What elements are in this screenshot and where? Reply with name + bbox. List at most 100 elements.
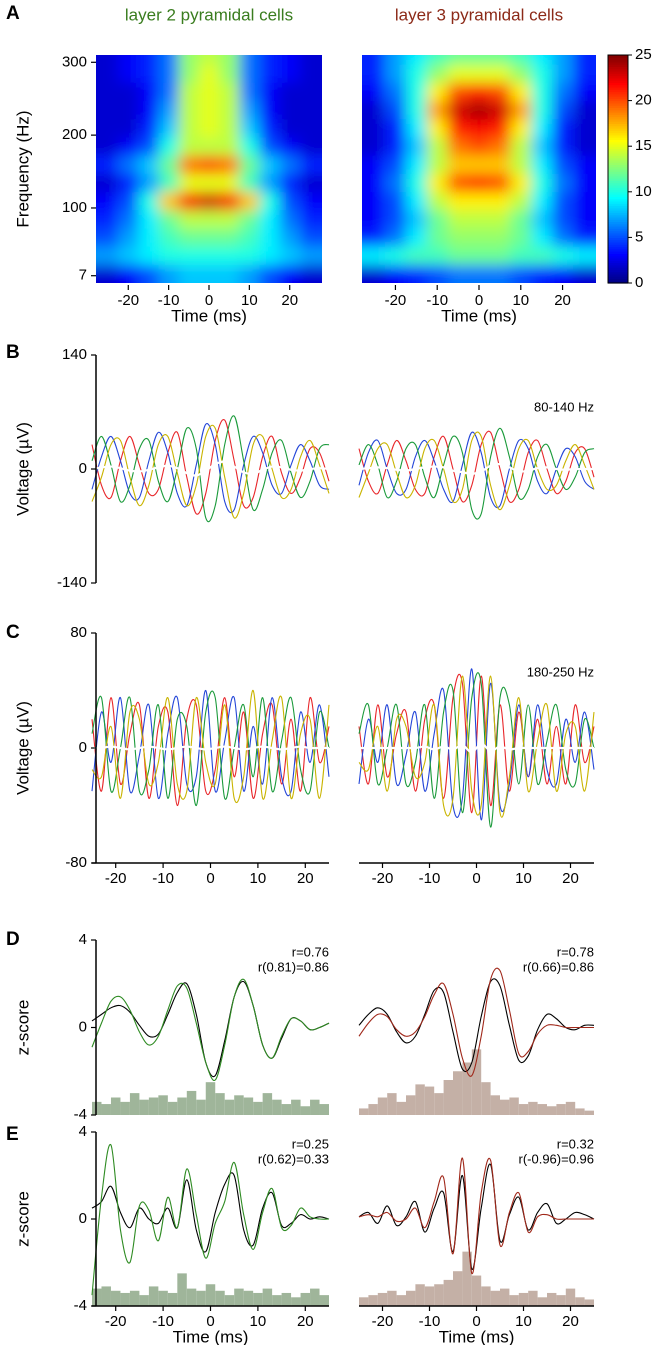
heatmap-cell xyxy=(138,82,160,102)
heatmap-cell xyxy=(510,64,532,83)
histogram-bar xyxy=(110,1290,121,1306)
histogram-bar xyxy=(158,1290,168,1306)
heatmap-cell xyxy=(239,155,260,174)
histogram-bar xyxy=(215,1093,225,1115)
colorbar-step xyxy=(608,64,628,67)
colorbar-step xyxy=(608,98,628,102)
histogram-bar xyxy=(500,1288,510,1306)
colorbar-step xyxy=(608,125,628,129)
heatmap-cell xyxy=(510,155,532,174)
trace xyxy=(91,745,330,751)
colorbar-step xyxy=(608,153,628,156)
annotation: r=0.76 xyxy=(292,944,329,959)
trace xyxy=(91,978,330,1082)
heatmap-cell xyxy=(573,136,596,156)
heatmap-cell xyxy=(531,173,553,193)
colorbar-step xyxy=(608,164,628,168)
heatmap-cell xyxy=(362,228,386,247)
histogram-bar xyxy=(453,1271,463,1306)
heatmap-cell xyxy=(405,191,428,211)
heatmap-cell xyxy=(279,173,301,193)
heatmap-cell xyxy=(531,64,553,83)
y-tick-label: 200 xyxy=(62,126,87,143)
colorbar-step xyxy=(608,80,628,83)
heatmap-cell xyxy=(362,136,386,156)
heatmap-cell xyxy=(362,82,386,102)
heatmap-cell xyxy=(96,64,119,83)
heatmap-cell xyxy=(118,100,139,120)
heatmap-cell xyxy=(279,264,301,283)
heatmap-cell xyxy=(259,82,281,102)
colorbar-step xyxy=(608,189,628,193)
heatmap-cell xyxy=(468,64,490,83)
heatmap-cell xyxy=(259,64,281,83)
histogram-bar xyxy=(110,1097,121,1115)
heatmap-cell xyxy=(573,64,596,83)
heatmap-cell xyxy=(96,209,119,229)
colorbar-step xyxy=(608,68,628,72)
heatmap-cell xyxy=(219,209,240,229)
histogram-bar xyxy=(377,1097,388,1115)
heatmap-cell xyxy=(468,136,490,156)
x-tick-label: -10 xyxy=(152,1313,174,1330)
colorbar-step xyxy=(608,251,628,254)
heatmap-cell xyxy=(239,228,260,247)
heatmap-cell xyxy=(219,246,240,265)
colorbar-step xyxy=(608,66,628,70)
histogram-bar xyxy=(481,1082,491,1115)
heatmap-cell xyxy=(219,228,240,247)
histogram-bar xyxy=(528,1290,538,1306)
heatmap-cell xyxy=(299,118,322,138)
histogram-bar xyxy=(434,1093,444,1115)
colorbar-step xyxy=(608,276,628,280)
heatmap-cell xyxy=(573,264,596,283)
annotation: r=0.25 xyxy=(292,1136,329,1151)
heatmap-cell xyxy=(96,264,119,283)
panel-letter: D xyxy=(6,929,20,950)
histogram-bar xyxy=(443,1080,453,1115)
histogram-bar xyxy=(565,1288,576,1306)
heatmap-cell xyxy=(573,118,596,138)
colorbar-step xyxy=(608,255,628,259)
colorbar-step xyxy=(608,257,628,261)
histogram-bar xyxy=(101,1286,111,1306)
colorbar-step xyxy=(608,196,628,200)
histogram-bar xyxy=(167,1292,178,1306)
histogram-bar xyxy=(462,1251,472,1306)
x-tick-label: 20 xyxy=(297,870,314,887)
histogram-bar xyxy=(177,1097,187,1115)
x-tick-label: -10 xyxy=(419,1313,441,1330)
histogram-bar xyxy=(396,1101,406,1115)
heatmap-cell xyxy=(384,82,407,102)
histogram-bar xyxy=(556,1295,566,1306)
annotation: r=0.32 xyxy=(557,1136,594,1151)
heatmap-cell xyxy=(259,118,281,138)
x-tick-label: 0 xyxy=(475,292,483,309)
heatmap-cell xyxy=(384,118,407,138)
histogram-bar xyxy=(481,1286,491,1306)
heatmap-cell xyxy=(362,173,386,193)
heatmap-cell xyxy=(138,100,160,120)
heatmap-cell xyxy=(510,246,532,265)
heatmap-cell xyxy=(468,191,490,211)
colorbar-step xyxy=(608,262,628,266)
y-axis-label: z-score xyxy=(13,1000,32,1056)
histogram-bar xyxy=(186,1090,197,1115)
x-tick-label: 20 xyxy=(297,1313,314,1330)
histogram-bar xyxy=(167,1101,178,1115)
heatmap-cell xyxy=(426,64,449,83)
x-tick-label: 10 xyxy=(241,292,258,309)
histogram-bar xyxy=(243,1097,254,1115)
heatmap-cell xyxy=(259,55,281,65)
colorbar-frame xyxy=(607,54,629,284)
heatmap-cell xyxy=(239,191,260,211)
heatmap-cell xyxy=(573,82,596,102)
heatmap-cell xyxy=(178,118,200,138)
heatmap-cell xyxy=(239,118,260,138)
heatmap-cell xyxy=(96,155,119,174)
trace xyxy=(358,462,594,475)
heatmap xyxy=(96,55,322,283)
heatmap-cell xyxy=(279,118,301,138)
annotation: r(0.62)=0.33 xyxy=(258,1151,329,1166)
heatmap-cell xyxy=(384,264,407,283)
